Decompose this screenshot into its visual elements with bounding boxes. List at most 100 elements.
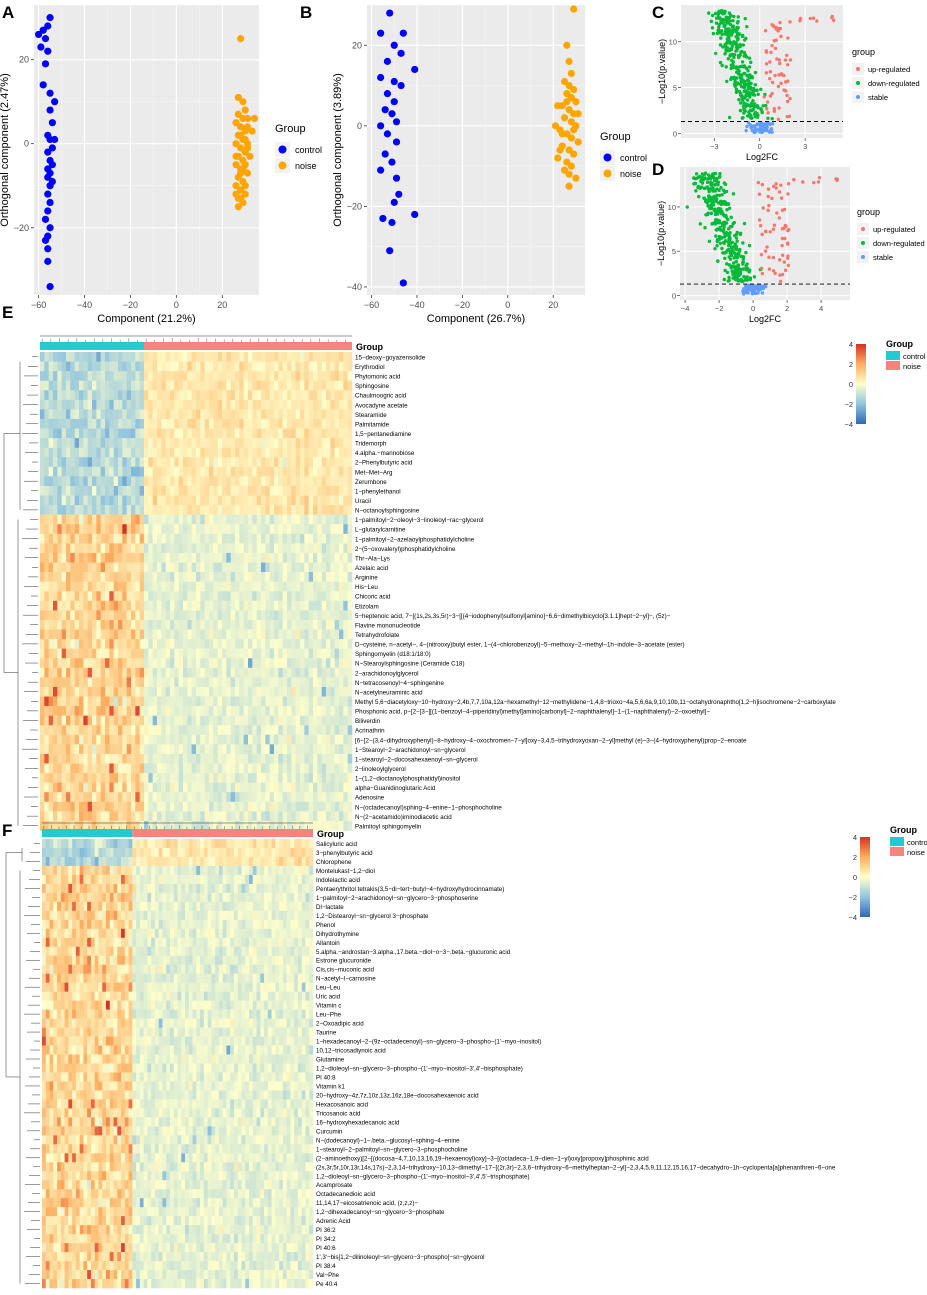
heatmap-cell: [152, 533, 158, 544]
heatmap-cell: [295, 390, 301, 401]
volcano-point: [709, 197, 714, 202]
heatmap-cell: [252, 438, 257, 448]
heatmap-cell: [304, 572, 309, 582]
heatmap-cell: [87, 658, 93, 669]
volcano-point: [780, 73, 784, 77]
heatmap-cell: [274, 543, 279, 554]
heatmap-cell: [83, 792, 88, 803]
heatmap-cell: [131, 725, 136, 736]
heatmap-cell: [126, 591, 132, 602]
heatmap-cell: [209, 543, 214, 554]
heatmap-cell: [339, 600, 344, 611]
heatmap-cell: [291, 696, 296, 707]
heatmap-cell: [131, 409, 136, 420]
heatmap-cell: [300, 610, 305, 621]
heatmap-cell: [165, 552, 171, 563]
heatmap-cell: [139, 677, 145, 688]
heatmap-cell: [230, 533, 236, 544]
heatmap-cell: [226, 667, 231, 678]
point-control: [46, 106, 54, 114]
heatmap-cell: [308, 648, 314, 659]
heatmap-cell: [183, 706, 188, 716]
heatmap-cell: [96, 773, 101, 783]
heatmap-cell: [118, 380, 123, 391]
heatmap-cell: [126, 734, 132, 745]
heatmap-cell: [334, 801, 340, 812]
heatmap-cell: [347, 505, 353, 515]
heatmap-cell: [343, 763, 348, 774]
heatmap-cell: [105, 581, 110, 592]
heatmap-cell: [269, 505, 275, 515]
heatmap-cell: [256, 533, 262, 544]
heatmap-cell: [139, 629, 145, 640]
volcano-point: [706, 204, 710, 208]
heatmap-cell: [87, 476, 93, 487]
heatmap-cell: [239, 438, 244, 448]
heatmap-cell: [48, 744, 54, 755]
heatmap-cell: [256, 581, 262, 592]
heatmap-cell: [304, 476, 309, 487]
heatmap-cell: [57, 380, 62, 391]
heatmap-cell: [213, 371, 218, 382]
heatmap-cell: [74, 782, 80, 793]
point-noise: [567, 69, 575, 78]
heatmap-cell: [44, 600, 49, 611]
heatmap-cell: [334, 495, 340, 506]
point-noise: [234, 203, 242, 211]
heatmap-cell: [230, 418, 236, 429]
heatmap-cell: [313, 667, 318, 678]
heatmap-cell: [135, 619, 140, 630]
heatmap-cell: [243, 725, 249, 736]
heatmap-cell: [282, 753, 288, 764]
heatmap-cell: [222, 524, 227, 535]
heatmap-cell: [44, 409, 49, 420]
heatmap-cell: [53, 667, 58, 678]
heatmap-cell: [248, 677, 253, 688]
heatmap-cell: [291, 725, 296, 736]
volcano-point: [715, 243, 719, 248]
heatmap-cell: [204, 447, 210, 458]
heatmap-cell: [83, 600, 88, 611]
heatmap-cell: [74, 543, 80, 554]
heatmap-cell: [291, 380, 296, 391]
color-scale-tick: 2: [849, 360, 853, 369]
heatmap-cell: [300, 438, 305, 448]
row-label: Methyl 5,6−diacetyloxy−10−hydroxy−2,4b,7…: [355, 699, 836, 706]
heatmap-cell: [230, 610, 236, 621]
heatmap-cell: [191, 801, 197, 812]
heatmap-cell: [148, 811, 153, 822]
heatmap-cell: [191, 505, 197, 515]
heatmap-cell: [339, 457, 344, 468]
heatmap-cell: [139, 533, 145, 544]
heatmap-cell: [239, 773, 244, 783]
heatmap-cell: [230, 390, 236, 401]
heatmap-cell: [196, 371, 201, 382]
heatmap-cell: [61, 658, 67, 669]
heatmap-cell: [265, 744, 270, 755]
heatmap-cell: [287, 792, 292, 803]
volcano-point: [726, 31, 730, 35]
heatmap-cell: [191, 533, 197, 544]
volcano-point: [710, 13, 715, 18]
heatmap-cell: [178, 686, 184, 697]
heatmap-cell: [70, 686, 75, 697]
volcano-point: [710, 26, 715, 30]
heatmap-cell: [252, 476, 257, 487]
heatmap-cell: [161, 753, 166, 764]
heatmap-cell: [53, 390, 58, 401]
heatmap-cell: [326, 457, 331, 468]
volcano-point: [719, 186, 723, 190]
heatmap-cell: [274, 763, 279, 774]
heatmap-cell: [131, 390, 136, 401]
heatmap-cell: [44, 371, 49, 382]
heatmap-cell: [96, 792, 101, 803]
heatmap-cell: [313, 715, 318, 726]
heatmap-cell: [165, 371, 171, 382]
heatmap-cell: [74, 677, 80, 688]
heatmap-cell: [152, 390, 158, 401]
heatmap-cell: [308, 696, 314, 707]
heatmap-cell: [157, 782, 162, 793]
heatmap-cell: [139, 418, 145, 429]
heatmap-cell: [57, 572, 62, 582]
heatmap-cell: [347, 514, 353, 525]
